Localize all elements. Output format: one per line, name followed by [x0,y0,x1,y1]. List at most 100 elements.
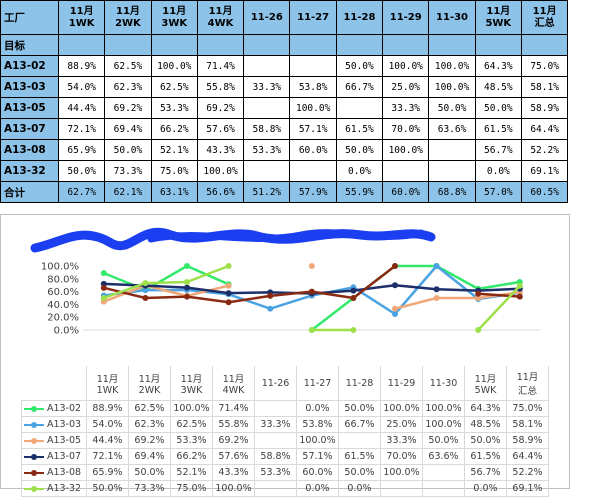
table-cell: 75.0% [150,160,198,182]
table-cell: 69.2% [104,97,152,119]
table-row: A13-05 44.4% 69.2% 53.3% 69.2% 100.0% 33.3% 50.… [0,97,569,119]
legend-key-icon [24,453,44,461]
column-header: 11月 4WK [196,0,245,35]
corner-blank [22,366,87,401]
table-cell: 50.0% [104,139,152,161]
data-label: 48.5% [464,416,507,433]
data-point [142,287,149,294]
row-label: A13-32 [0,160,59,182]
redaction-scribble [30,227,436,253]
table-cell: 50.0% [57,160,106,182]
data-point [392,263,398,269]
table-cell: 0.0% [474,160,522,182]
data-label: 52.2% [506,464,549,481]
data-label: 72.1% [86,448,129,465]
y-tick-label: 0.0% [54,326,79,337]
category-label: 11-29 [380,366,423,401]
table-cell [243,34,291,56]
table-cell: 100.0% [428,76,476,98]
legend-label: A13-08 [47,467,82,478]
table-cell: 71.4% [196,55,245,77]
series-row: A13-08 65.9% 50.0% 52.1% 43.3% 53.3% 60.0% 50.0… [21,464,549,481]
data-point [350,287,357,294]
table-cell: 52.1% [150,139,198,161]
data-label [254,400,297,417]
table-cell: 100.0% [196,160,245,182]
series-line [477,284,521,331]
total-row: 合计 62.7% 62.1% 63.1% 56.6% 51.2% 57.9% 55.9% 60.… [0,181,569,203]
data-label: 70.0% [380,448,423,465]
table-cell: 53.8% [289,76,337,98]
table-cell [243,160,291,182]
data-label: 33.3% [254,416,297,433]
chart-data-table: 11月 1WK 11月 2WK 11月 3WK 11月 4WK 11-26 11-27 11… [21,366,549,497]
table-cell: 44.4% [57,97,106,119]
table-cell: 58.9% [520,97,569,119]
table-row: A13-03 54.0% 62.3% 62.5% 55.8% 33.3% 53.8% 66.7… [0,76,569,98]
table-cell [335,97,384,119]
data-label: 55.8% [212,416,255,433]
table-cell [382,160,430,182]
legend-label: A13-07 [47,451,82,462]
table-row: A13-07 72.1% 69.4% 66.2% 57.6% 58.8% 57.1% 61.5… [0,118,569,140]
table-cell: 62.7% [57,181,106,203]
table-cell: 57.0% [474,181,522,203]
data-point [516,293,523,300]
data-point [184,279,190,285]
data-point [225,263,232,269]
legend-entry: A13-07 [21,448,87,465]
row-label: A13-02 [0,55,59,77]
data-point [308,327,315,333]
row-label: A13-03 [0,76,59,98]
table-cell: 70.0% [382,118,430,140]
category-label: 11-27 [296,366,339,401]
data-label: 0.0% [338,480,381,497]
data-label: 100.0% [380,464,423,481]
data-label: 0.0% [296,400,339,417]
data-point [100,270,107,277]
table-cell: 50.0% [335,55,384,77]
table-cell [243,97,291,119]
y-tick-label: 100.0% [41,262,79,273]
data-point [267,292,274,299]
data-label: 43.3% [212,464,255,481]
table-cell: 58.8% [243,118,291,140]
series-row: A13-03 54.0% 62.3% 62.5% 55.8% 33.3% 53.8% 66.7… [21,416,549,433]
table-cell: 43.3% [196,139,245,161]
category-label: 11月 2WK [128,366,171,401]
data-label: 62.5% [128,400,171,417]
table-cell: 61.5% [335,118,384,140]
data-point [225,282,232,289]
table-cell: 88.9% [57,55,106,77]
column-header: 11-30 [428,0,476,35]
data-label: 52.1% [170,464,213,481]
column-header: 11-26 [243,0,291,35]
table-cell [474,34,522,56]
data-label: 71.4% [212,400,255,417]
data-label: 100.0% [212,480,255,497]
data-point [308,263,315,269]
data-label: 53.3% [254,464,297,481]
data-point [267,305,274,312]
category-label: 11月 3WK [170,366,213,401]
data-label: 57.6% [212,448,255,465]
table-cell: 65.9% [57,139,106,161]
data-label: 44.4% [86,432,129,449]
data-label: 75.0% [170,480,213,497]
data-point [142,280,149,287]
table-cell: 25.0% [382,76,430,98]
data-label: 64.4% [506,448,549,465]
table-row: A13-08 65.9% 50.0% 52.1% 43.3% 53.3% 60.0% 50.0… [0,139,569,161]
table-cell: 55.8% [196,76,245,98]
table-cell [196,34,245,56]
data-point [184,293,190,300]
data-label: 61.5% [464,448,507,465]
data-point [142,295,149,301]
legend-entry: A13-32 [21,480,87,497]
data-label: 65.9% [86,464,129,481]
data-label [380,480,423,497]
data-label: 100.0% [296,432,339,449]
data-point [100,284,107,291]
data-label: 75.0% [506,400,549,417]
legend-entry: A13-02 [21,400,87,417]
